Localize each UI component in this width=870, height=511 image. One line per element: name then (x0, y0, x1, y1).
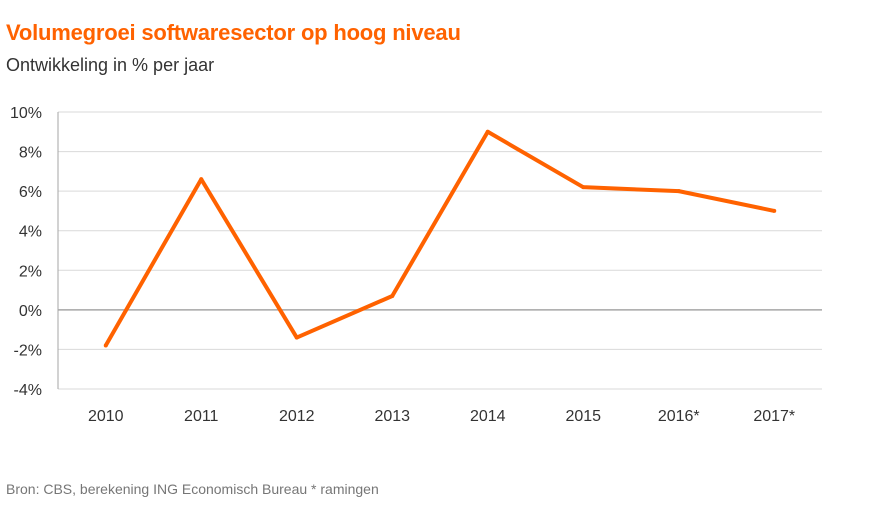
data-point (676, 189, 681, 194)
y-tick-label: -2% (14, 342, 42, 359)
y-tick-label: 8% (19, 145, 42, 162)
x-tick-label: 2016* (658, 408, 700, 425)
y-tick-label: 4% (19, 224, 42, 241)
y-tick-label: 10% (10, 105, 42, 122)
y-tick-label: 2% (19, 263, 42, 280)
x-tick-label: 2014 (470, 408, 506, 425)
x-axis-ticks: 2010 2011 2012 2013 2014 2015 2016* 2017* (88, 408, 795, 425)
series-line (104, 129, 775, 347)
chart-title: Volumegroei softwaresector op hoog nivea… (6, 20, 461, 45)
data-point (294, 335, 299, 340)
grid-lines (58, 111, 822, 390)
axes (57, 112, 822, 389)
y-tick-label: 0% (19, 303, 42, 320)
y-tick-label: 6% (19, 184, 42, 201)
data-point (485, 129, 490, 134)
data-point (772, 208, 777, 213)
x-tick-label: 2017* (753, 408, 795, 425)
source-note: Bron: CBS, berekening ING Economisch Bur… (6, 481, 379, 497)
y-axis-ticks: -4% -2% 0% 2% 4% 6% 8% 10% (10, 105, 42, 399)
chart-subtitle: Ontwikkeling in % per jaar (6, 55, 215, 75)
x-tick-label: 2010 (88, 408, 124, 425)
data-point (103, 343, 108, 348)
data-point (581, 185, 586, 190)
line-chart: -4% -2% 0% 2% 4% 6% 8% 10% 2010 2011 2012 2013 2014… (10, 105, 822, 425)
x-tick-label: 2013 (374, 408, 410, 425)
data-point (199, 177, 204, 182)
data-point (390, 294, 395, 299)
x-tick-label: 2012 (279, 408, 315, 425)
x-tick-label: 2011 (184, 408, 219, 425)
series (103, 129, 777, 348)
y-tick-label: -4% (14, 382, 42, 399)
x-tick-label: 2015 (565, 408, 601, 425)
